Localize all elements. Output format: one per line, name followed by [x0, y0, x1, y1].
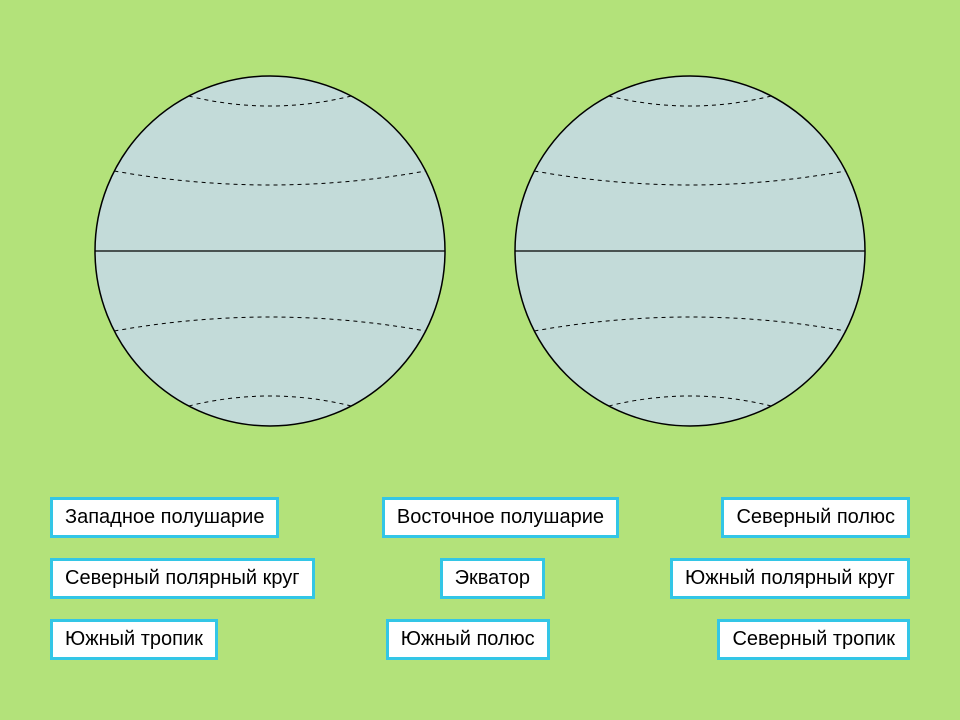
- label-row: Южный тропик Южный полюс Северный тропик: [40, 619, 920, 660]
- labels-area: Западное полушарие Восточное полушарие С…: [0, 477, 960, 720]
- label-north-pole[interactable]: Северный полюс: [721, 497, 910, 538]
- globe-eastern: [510, 71, 870, 436]
- label-south-pole[interactable]: Южный полюс: [386, 619, 550, 660]
- label-arctic-circle[interactable]: Северный полярный круг: [50, 558, 315, 599]
- label-row: Западное полушарие Восточное полушарие С…: [40, 497, 920, 538]
- label-tropic-capricorn[interactable]: Южный тропик: [50, 619, 218, 660]
- globes-area: [0, 0, 960, 477]
- globe-eastern-svg: [510, 71, 870, 431]
- label-antarctic-circle[interactable]: Южный полярный круг: [670, 558, 910, 599]
- label-western-hemisphere[interactable]: Западное полушарие: [50, 497, 279, 538]
- label-tropic-cancer[interactable]: Северный тропик: [717, 619, 910, 660]
- label-eastern-hemisphere[interactable]: Восточное полушарие: [382, 497, 619, 538]
- label-row: Северный полярный круг Экватор Южный пол…: [40, 558, 920, 599]
- label-equator[interactable]: Экватор: [440, 558, 545, 599]
- globe-western-svg: [90, 71, 450, 431]
- globe-western: [90, 71, 450, 436]
